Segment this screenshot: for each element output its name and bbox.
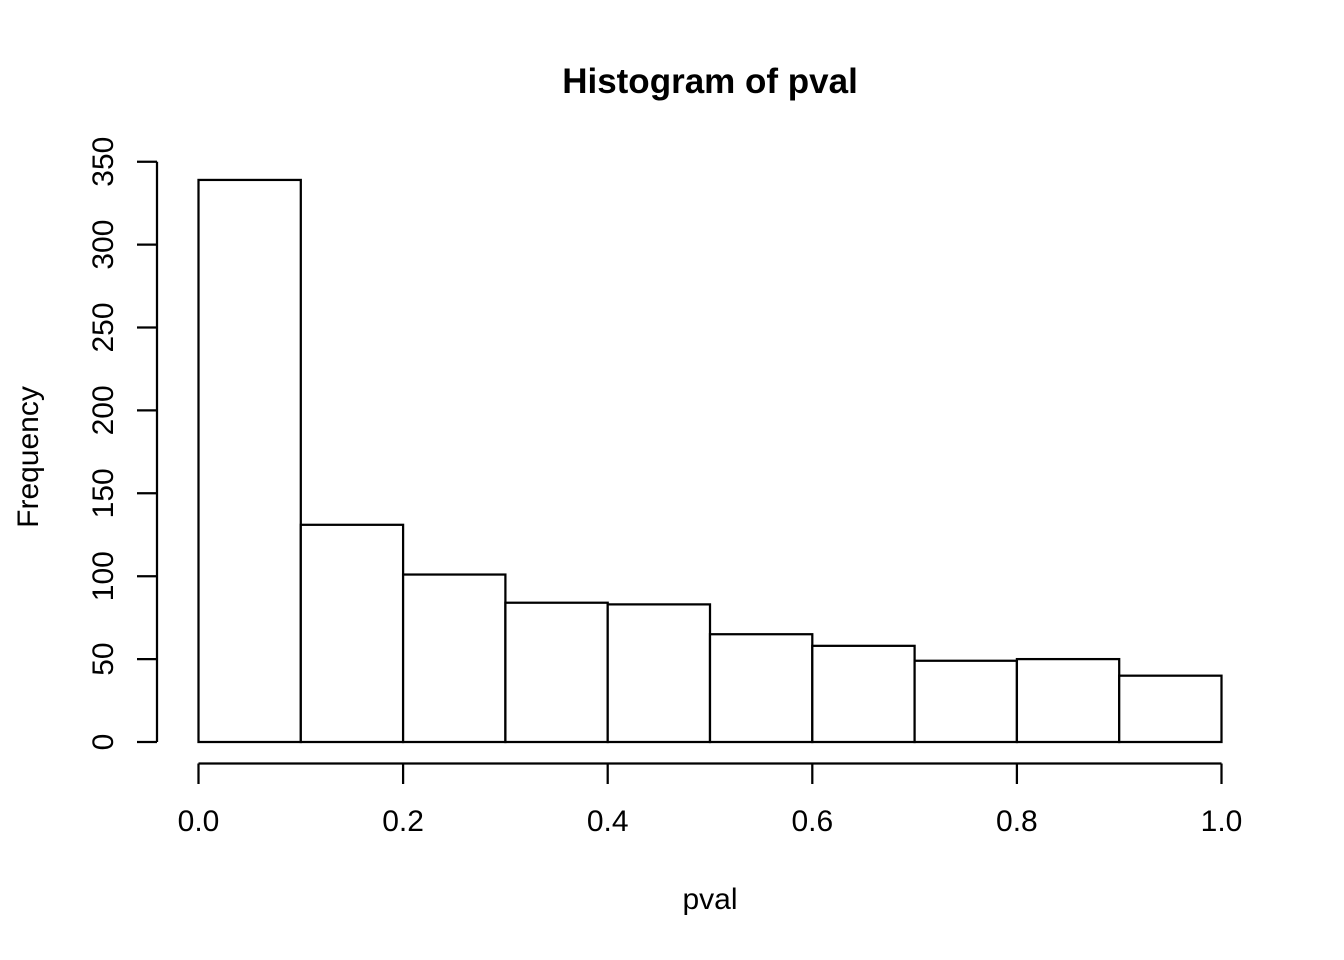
histogram-bar: [1015, 657, 1121, 744]
histogram-bar: [811, 644, 916, 744]
x-tick-label: 0.4: [587, 805, 629, 838]
y-tick-label: 50: [87, 642, 120, 675]
histogram-bar: [299, 523, 405, 744]
histogram-bar: [913, 659, 1019, 744]
histogram-bar: [197, 178, 302, 744]
x-tick-label: 0.0: [178, 805, 220, 838]
histogram-bar: [708, 633, 814, 744]
y-tick-label: 0: [87, 734, 120, 751]
y-tick-label: 300: [87, 220, 120, 270]
x-tick-label: 0.2: [382, 805, 424, 838]
histogram-bar: [401, 573, 507, 744]
y-axis: 0 50 100 150 200 250 300 350: [87, 137, 159, 751]
y-tick-label: 150: [87, 468, 120, 518]
x-tick-label: 0.6: [791, 805, 833, 838]
x-axis-title: pval: [682, 883, 737, 916]
y-tick-label: 100: [87, 551, 120, 601]
histogram-bar: [504, 601, 609, 744]
y-axis-title: Frequency: [12, 386, 45, 528]
x-tick-label: 1.0: [1201, 805, 1243, 838]
chart-title: Histogram of pval: [562, 62, 858, 101]
y-tick-label: 200: [87, 385, 120, 435]
y-tick-label: 350: [87, 137, 120, 187]
y-tick-label: 250: [87, 302, 120, 352]
x-tick-label: 0.8: [996, 805, 1038, 838]
histogram-bars: [197, 178, 1223, 744]
histogram-bar: [606, 603, 712, 744]
histogram-bar: [1118, 674, 1223, 744]
x-axis: 0.0 0.2 0.4 0.6 0.8 1.0: [178, 762, 1243, 838]
